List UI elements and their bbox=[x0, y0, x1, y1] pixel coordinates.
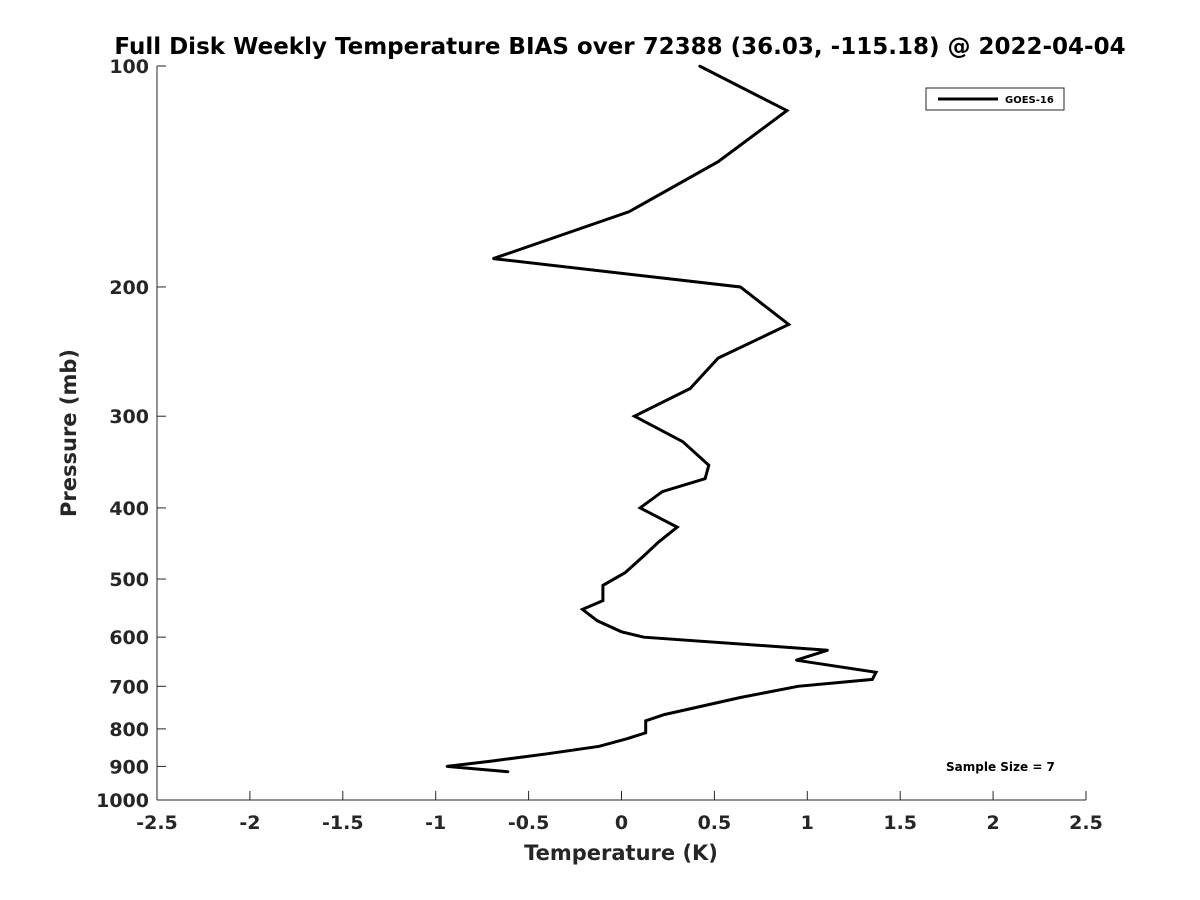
data-point bbox=[644, 731, 647, 734]
y-tick-label: 800 bbox=[109, 719, 149, 741]
y-tick-label: 400 bbox=[109, 498, 149, 520]
data-point bbox=[492, 257, 495, 260]
sample-size-annotation: Sample Size = 7 bbox=[946, 760, 1055, 774]
data-point bbox=[596, 619, 599, 622]
data-point bbox=[703, 477, 707, 480]
x-tick-label: -1.5 bbox=[322, 812, 364, 834]
y-tick-label: 500 bbox=[109, 569, 149, 591]
data-point bbox=[689, 387, 692, 390]
data-point bbox=[716, 160, 720, 163]
data-point bbox=[598, 745, 601, 748]
data-point bbox=[796, 685, 800, 688]
y-tick-label: 600 bbox=[109, 627, 149, 649]
data-point bbox=[681, 440, 684, 443]
x-axis-label: Temperature (K) bbox=[524, 841, 718, 865]
data-point bbox=[716, 356, 720, 360]
data-point bbox=[795, 659, 798, 662]
data-point bbox=[826, 649, 829, 652]
y-tick-label: 1000 bbox=[96, 790, 149, 812]
data-point bbox=[663, 713, 666, 716]
data-point bbox=[739, 285, 742, 289]
x-tick-label: 0.5 bbox=[698, 812, 732, 834]
data-point bbox=[625, 737, 629, 740]
data-point bbox=[787, 323, 790, 326]
data-point bbox=[707, 464, 710, 467]
x-tick-label: -2.5 bbox=[136, 812, 178, 834]
data-point bbox=[638, 506, 642, 510]
y-tick-label: 100 bbox=[109, 56, 149, 78]
x-tick-label: -1 bbox=[425, 812, 446, 834]
y-tick-label: 200 bbox=[109, 277, 149, 299]
data-point bbox=[874, 671, 878, 674]
y-axis-ticks: 100 200 300 400 500 600 700 800 900 1000 bbox=[96, 56, 166, 812]
data-point bbox=[871, 678, 874, 681]
legend-label-goes-16: GOES-16 bbox=[1005, 95, 1054, 106]
x-tick-label: 0 bbox=[615, 812, 628, 834]
data-point bbox=[507, 770, 510, 773]
legend: GOES-16 bbox=[925, 87, 1065, 111]
series-line-goes-16 bbox=[446, 64, 879, 774]
data-point bbox=[657, 540, 660, 544]
data-point bbox=[739, 696, 742, 699]
x-tick-label: 2 bbox=[986, 812, 999, 834]
plot-axes bbox=[156, 66, 1086, 801]
data-point bbox=[601, 599, 605, 602]
x-tick-label: 1.5 bbox=[883, 812, 917, 834]
y-tick-label: 900 bbox=[109, 756, 149, 778]
y-tick-label: 700 bbox=[109, 676, 149, 698]
data-point bbox=[627, 210, 631, 213]
data-point bbox=[546, 752, 549, 755]
data-point bbox=[633, 415, 636, 418]
x-tick-label: -2 bbox=[239, 812, 260, 834]
data-point bbox=[601, 584, 605, 587]
x-tick-label: 1 bbox=[801, 812, 814, 834]
data-point bbox=[581, 608, 584, 611]
data-point bbox=[642, 636, 645, 639]
data-point bbox=[490, 759, 493, 763]
data-point bbox=[785, 109, 789, 112]
x-axis-ticks: -2.5 -2 -1.5 -1 -0.5 0 0.5 1 1.5 2 2.5 bbox=[136, 791, 1103, 834]
y-axis-label: Pressure (mb) bbox=[57, 349, 81, 517]
series-layer bbox=[445, 64, 879, 774]
x-tick-label: 2.5 bbox=[1069, 812, 1103, 834]
data-point bbox=[661, 490, 664, 493]
x-tick-label: -0.5 bbox=[508, 812, 550, 834]
data-point bbox=[624, 571, 627, 574]
data-point bbox=[620, 630, 623, 633]
data-point bbox=[642, 554, 645, 558]
data-point bbox=[676, 526, 679, 529]
data-point bbox=[445, 765, 448, 768]
y-tick-label: 300 bbox=[109, 406, 149, 428]
data-point bbox=[698, 64, 701, 68]
data-point bbox=[644, 719, 647, 722]
chart-title: Full Disk Weekly Temperature BIAS over 7… bbox=[114, 34, 1125, 60]
